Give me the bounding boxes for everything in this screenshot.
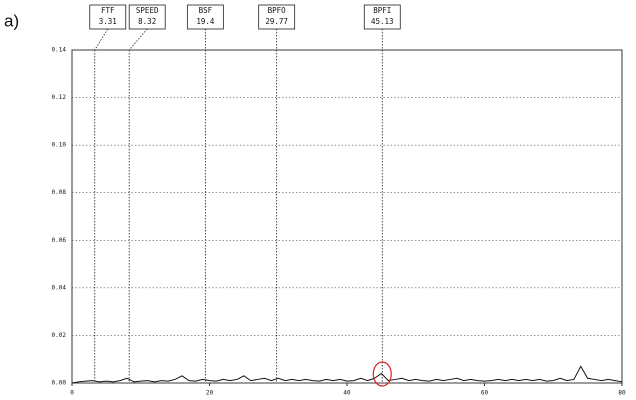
marker-value: 45.13 (371, 17, 394, 26)
y-tick-label: 0.00 (52, 380, 67, 387)
marker-value: 29.77 (265, 17, 288, 26)
plot-frame (71, 49, 623, 384)
marker-name: BPFO (268, 6, 287, 15)
marker-connector (94, 28, 109, 51)
marker-name: BSF (199, 6, 213, 15)
x-tick-label: 20 (206, 390, 214, 397)
y-tick-label: 0.06 (52, 237, 67, 244)
marker-name: FTF (101, 6, 115, 15)
x-tick-label: 40 (343, 390, 351, 397)
marker-box (128, 4, 166, 30)
highlight-circle (372, 361, 392, 387)
figure-label: a) (4, 11, 19, 30)
y-tick-label: 0.10 (52, 142, 67, 149)
marker-name: SPEED (136, 6, 159, 15)
marker-box (186, 4, 224, 30)
y-tick-label: 0.12 (52, 94, 67, 101)
spectrum-line (71, 365, 623, 384)
marker-value: 19.4 (196, 17, 215, 26)
x-tick-label: 0 (70, 390, 74, 397)
marker-name: BPFI (373, 6, 391, 15)
y-tick-label: 0.04 (52, 284, 67, 291)
x-tick-label: 80 (618, 390, 626, 397)
marker-box (258, 4, 296, 30)
marker-box (363, 4, 401, 30)
marker-box (89, 4, 127, 30)
y-tick-label: 0.02 (52, 332, 67, 339)
marker-value: 3.31 (99, 17, 117, 26)
y-tick-label: 0.14 (52, 47, 67, 54)
y-tick-label: 0.08 (52, 189, 67, 196)
marker-connector (128, 28, 148, 51)
marker-value: 8.32 (138, 17, 156, 26)
x-tick-label: 60 (481, 390, 489, 397)
